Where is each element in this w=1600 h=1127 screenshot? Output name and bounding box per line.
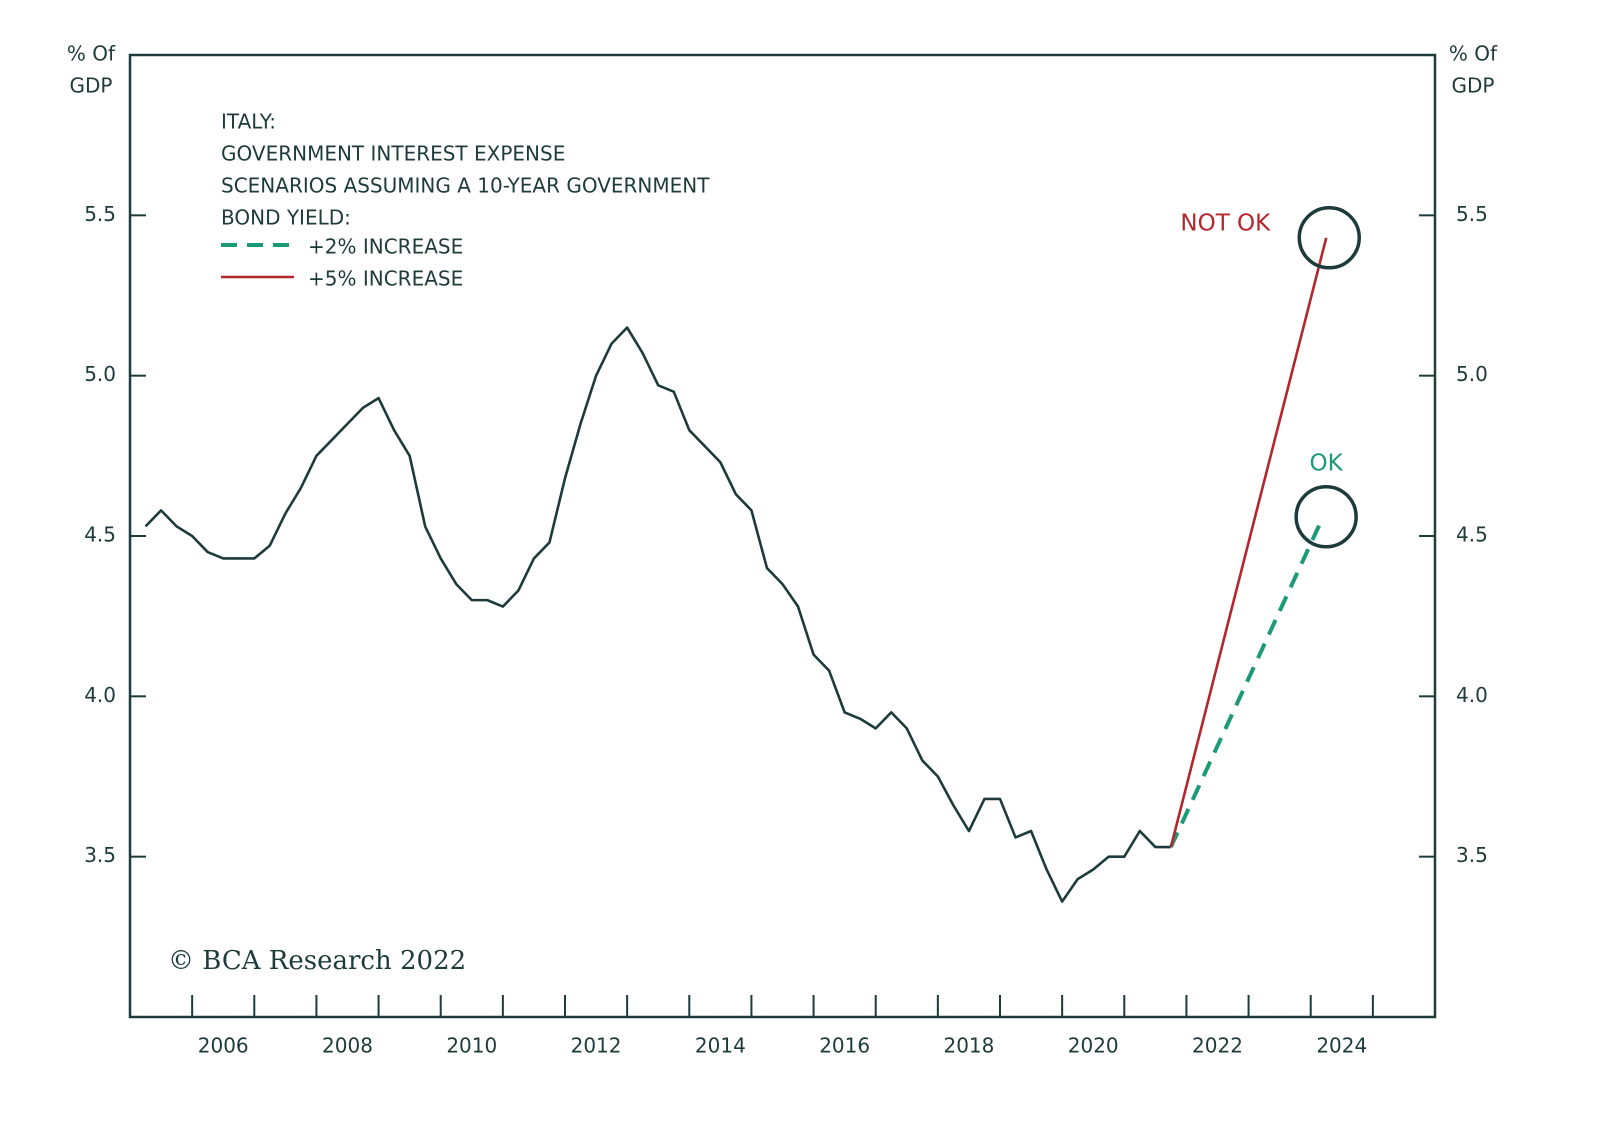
plot-frame xyxy=(128,53,1437,1019)
x-tick-label: 2012 xyxy=(571,1034,622,1058)
series-line xyxy=(1169,237,1328,848)
title-line: BOND YIELD: xyxy=(221,206,351,230)
y-tick-label: 4.5 xyxy=(84,523,116,547)
y-tick-label: 5.5 xyxy=(84,202,116,226)
y-axis-label: GDP xyxy=(70,74,113,98)
y-axis-label: % Of xyxy=(67,42,116,66)
y2-axis-label: GDP xyxy=(1452,74,1495,98)
y2-tick-label: 4.0 xyxy=(1456,683,1488,707)
legend-label: +2% INCREASE xyxy=(308,235,463,259)
y2-tick-label: 5.0 xyxy=(1456,362,1488,386)
title-line: ITALY: xyxy=(221,110,276,134)
annotation: NOT OK xyxy=(1180,210,1271,236)
x-tick-label: 2006 xyxy=(198,1034,249,1058)
series-line xyxy=(1169,515,1325,848)
title-line: GOVERNMENT INTEREST EXPENSE xyxy=(221,142,565,166)
x-tick-label: 2008 xyxy=(322,1034,373,1058)
title-line: SCENARIOS ASSUMING A 10-YEAR GOVERNMENT xyxy=(221,174,710,198)
x-tick-label: 2010 xyxy=(446,1034,497,1058)
highlight-circle xyxy=(1294,485,1358,549)
x-tick-label: 2024 xyxy=(1316,1034,1367,1058)
x-tick-label: 2022 xyxy=(1192,1034,1243,1058)
y2-tick-label: 4.5 xyxy=(1456,523,1488,547)
series-line xyxy=(144,326,1171,903)
source: © BCA Research 2022 xyxy=(168,946,466,976)
y2-tick-label: 3.5 xyxy=(1456,843,1488,867)
x-tick-label: 2020 xyxy=(1068,1034,1119,1058)
x-tick-label: 2014 xyxy=(695,1034,746,1058)
y-tick-label: 4.0 xyxy=(84,683,116,707)
y2-axis-label: % Of xyxy=(1449,42,1498,66)
highlight-circle xyxy=(1297,206,1361,270)
annotation: OK xyxy=(1310,450,1344,476)
y-tick-label: 3.5 xyxy=(84,843,116,867)
x-tick-label: 2018 xyxy=(943,1034,994,1058)
legend-label: +5% INCREASE xyxy=(308,267,463,291)
y-tick-label: 5.0 xyxy=(84,362,116,386)
x-tick-label: 2016 xyxy=(819,1034,870,1058)
y2-tick-label: 5.5 xyxy=(1456,202,1488,226)
